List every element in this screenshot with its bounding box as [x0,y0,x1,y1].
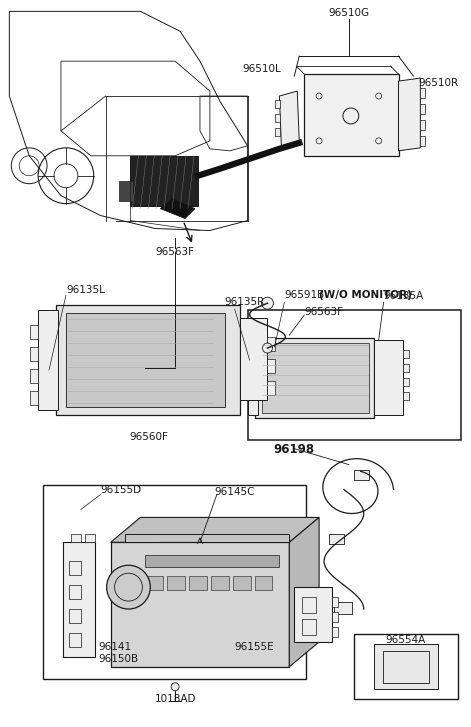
Text: 96510G: 96510G [328,8,369,18]
Bar [69,609,81,623]
Text: 96145C: 96145C [215,486,255,497]
Bar [332,612,338,622]
Bar [125,534,289,542]
Bar [146,577,163,590]
Bar [66,313,225,407]
Bar [334,602,352,614]
Text: 96155D: 96155D [101,484,142,494]
Bar [420,104,425,114]
Bar [119,181,133,201]
Bar [30,347,38,361]
Text: 96141: 96141 [99,642,132,652]
Bar [276,128,280,136]
Text: 96510L: 96510L [243,64,281,74]
Bar [374,340,404,415]
Bar [276,100,280,108]
Bar [332,597,338,607]
Bar [240,364,248,372]
Bar [240,350,248,358]
Bar [130,156,198,206]
Bar [240,318,268,400]
Bar [261,343,369,413]
Bar [69,633,81,647]
Text: 96135L: 96135L [66,285,105,295]
Bar [254,577,272,590]
Bar [43,484,306,679]
Text: 96591B: 96591B [284,290,325,300]
Polygon shape [160,198,195,219]
Text: 96510R: 96510R [418,78,458,88]
Bar [240,392,248,400]
Bar [404,392,409,400]
Text: 96563F: 96563F [304,308,343,317]
Polygon shape [398,78,420,150]
Bar [69,585,81,599]
Bar [30,391,38,405]
Bar [329,534,344,545]
Bar [146,555,279,567]
Bar [420,120,425,130]
Bar [304,74,398,156]
Text: 96135R: 96135R [225,297,265,308]
Bar [63,542,95,657]
Bar [268,359,276,373]
Bar [240,378,248,386]
Circle shape [262,343,272,353]
Bar [268,337,276,351]
Bar [30,369,38,383]
Bar [302,597,316,613]
Bar [354,634,458,699]
Bar [111,542,289,667]
Bar [254,338,374,418]
Text: 96560F: 96560F [129,432,168,442]
Polygon shape [279,91,299,146]
Text: 96135A: 96135A [383,292,424,301]
Bar [167,577,185,590]
Bar [211,577,229,590]
Bar [294,587,332,642]
Bar [56,305,240,415]
Bar [404,378,409,386]
Bar [268,381,276,395]
Bar [85,534,95,542]
Bar [276,114,280,122]
Bar [233,577,251,590]
Bar [69,561,81,575]
Text: 96554A: 96554A [385,635,426,645]
Bar [30,325,38,339]
Circle shape [106,565,150,609]
Circle shape [171,683,179,691]
Polygon shape [289,518,319,667]
Bar [189,577,207,590]
Text: (W/O MONITOR): (W/O MONITOR) [319,290,412,300]
Bar [71,534,81,542]
Text: 96150B: 96150B [99,654,139,664]
Bar [38,310,58,410]
Circle shape [261,297,274,309]
Text: 96198: 96198 [274,443,315,456]
Bar [332,627,338,637]
Bar [420,88,425,98]
Text: 96155E: 96155E [235,642,274,652]
Bar [374,644,438,688]
Text: 96563F: 96563F [155,247,195,257]
Text: 1018AD: 1018AD [154,694,196,704]
Bar [302,619,316,635]
Bar [248,343,258,415]
Bar [404,364,409,372]
Bar [382,651,429,683]
Bar [404,350,409,358]
Polygon shape [111,518,319,542]
Bar [420,136,425,146]
Bar [248,310,461,440]
Bar [354,470,369,480]
